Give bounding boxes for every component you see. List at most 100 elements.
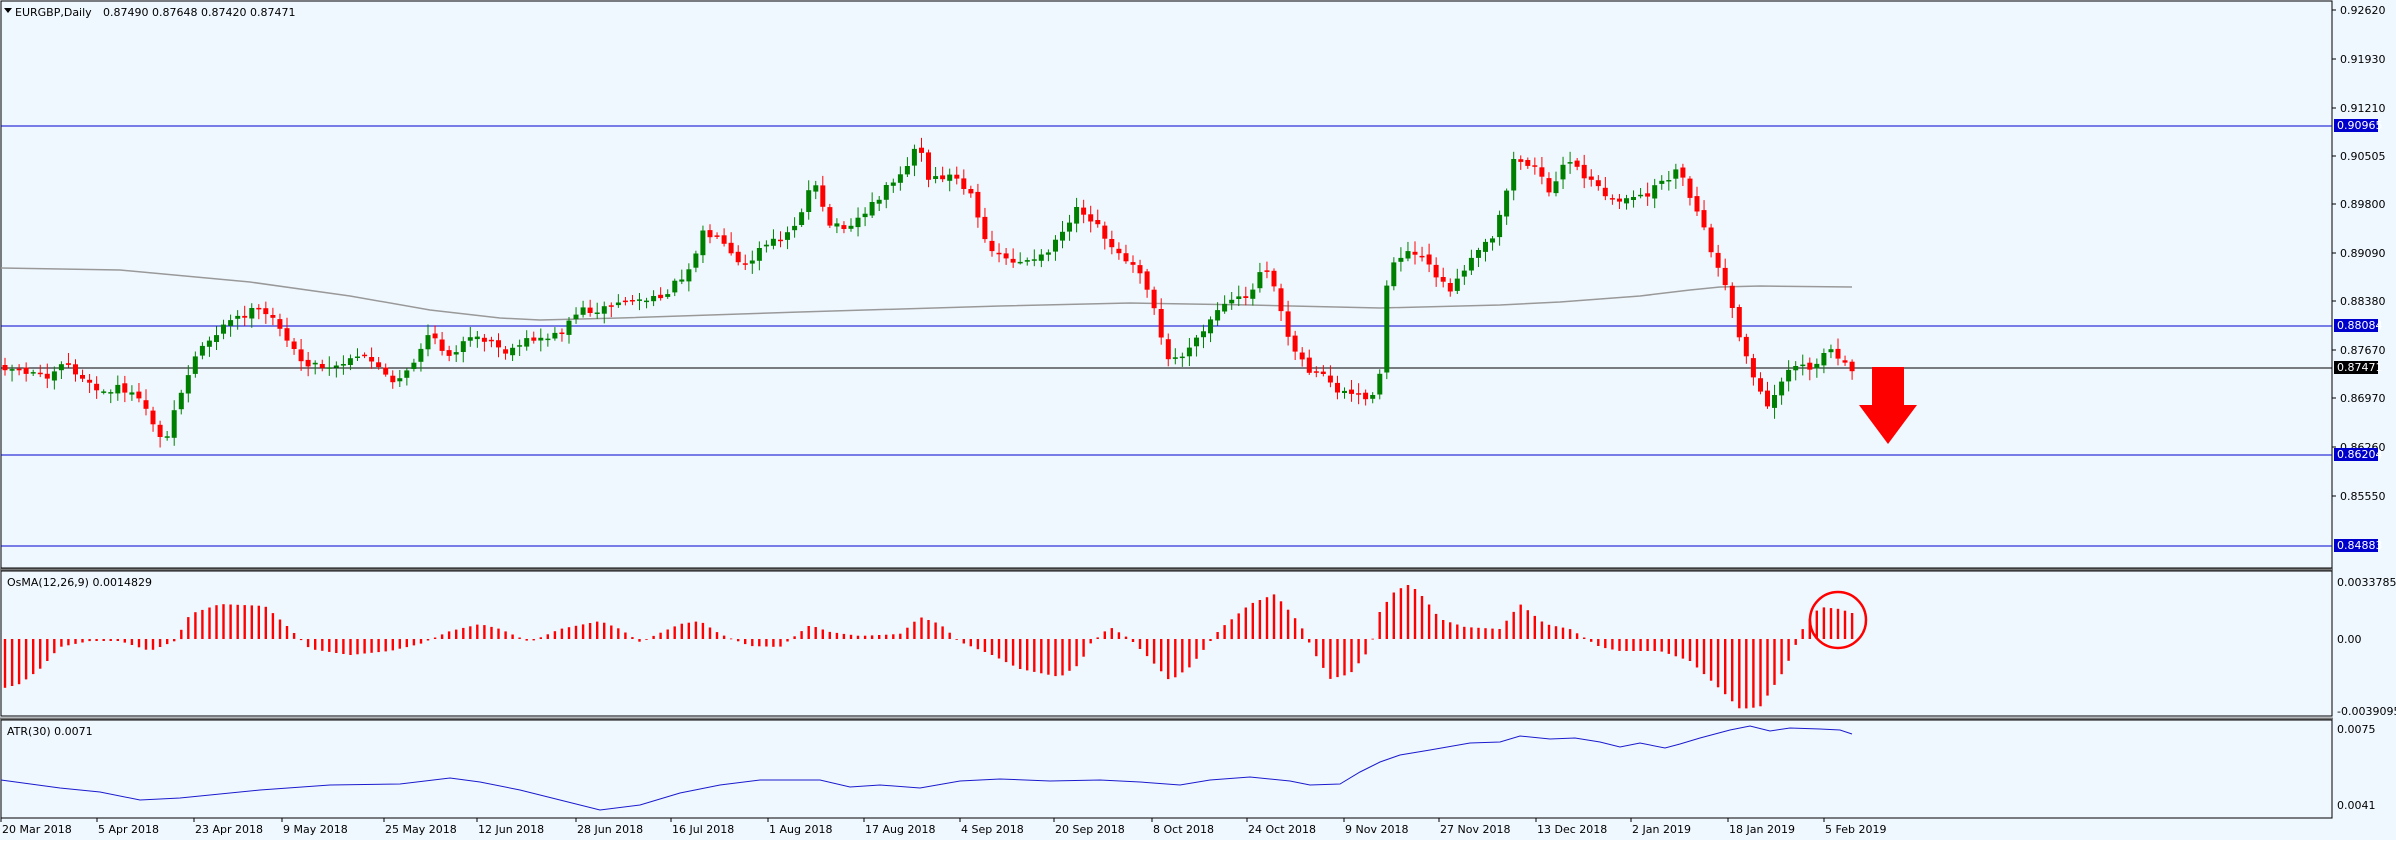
osma-bar (250, 605, 253, 639)
main-price-panel[interactable] (0, 0, 2333, 569)
candle-body (911, 148, 917, 166)
osma-bar (1716, 639, 1720, 688)
candle-body (1779, 381, 1785, 396)
candle-body (1560, 164, 1566, 180)
osma-bar (948, 632, 951, 639)
dropdown-triangle-icon[interactable] (4, 8, 12, 13)
osma-bar (342, 639, 345, 654)
candle-body (101, 391, 107, 393)
osma-bar (610, 625, 613, 639)
osma-bar (60, 639, 63, 647)
candle-body (1102, 225, 1108, 239)
candle-body (947, 174, 953, 181)
candle-body (496, 340, 501, 348)
candle-body (1842, 360, 1848, 363)
osma-bar (525, 639, 528, 641)
symbol-label: EURGBP,Daily (15, 6, 92, 19)
osma-bar (560, 628, 564, 639)
osma-bar (1301, 628, 1304, 639)
osma-bar (1526, 610, 1529, 639)
osma-bar (539, 637, 542, 639)
price-axis-label: 0.91930 (2340, 53, 2386, 66)
osma-bar (1399, 588, 1403, 639)
candle-body (827, 207, 833, 226)
osma-bar (913, 621, 916, 639)
candle-body (1299, 352, 1305, 360)
candle-body (665, 294, 671, 297)
time-axis-label: 1 Aug 2018 (769, 823, 832, 836)
candle-body (552, 332, 558, 339)
level-badge-text: 0.88084 (2337, 319, 2383, 332)
osma-bar (899, 633, 902, 639)
candle-body (749, 260, 755, 264)
candle-body (1553, 181, 1559, 194)
candle-body (714, 235, 720, 237)
osma-bar (1251, 602, 1254, 639)
osma-bar (1547, 624, 1551, 639)
candle-body (340, 364, 346, 366)
candle-body (637, 299, 642, 301)
osma-bar (652, 635, 655, 639)
candle-body (954, 174, 960, 179)
candle-body (23, 367, 29, 374)
candle-body (439, 339, 445, 351)
candle-body (16, 368, 22, 371)
candle-body (594, 312, 600, 314)
candle-body (1186, 347, 1192, 357)
price-axis-label: 0.91210 (2340, 102, 2386, 115)
osma-bar (88, 639, 91, 642)
osma-bar (405, 639, 408, 648)
candle-body (1384, 285, 1390, 373)
highlight-circle (1808, 590, 1868, 650)
candle-body (1722, 267, 1728, 286)
candle-body (1250, 289, 1256, 299)
candle-body (1631, 197, 1636, 200)
osma-bar (1801, 629, 1804, 639)
candle-body (1729, 285, 1735, 308)
horizontal-levels[interactable] (1, 125, 2332, 547)
candle-body (890, 182, 896, 186)
candle-body (1617, 198, 1622, 202)
candle-body (369, 357, 375, 362)
candle-body (171, 410, 177, 438)
osma-panel[interactable] (0, 570, 2333, 717)
candle-body (1708, 227, 1714, 253)
osma-bar (1463, 626, 1466, 639)
osma-bar (1843, 610, 1847, 639)
osma-bar (1702, 639, 1706, 675)
osma-bar (1604, 639, 1607, 649)
candle-body (467, 337, 473, 341)
osma-bar (772, 639, 775, 647)
candle-body (869, 202, 875, 216)
candle-body (503, 349, 509, 354)
candle-body (362, 354, 368, 357)
time-axis-label: 16 Jul 2018 (672, 823, 734, 836)
candle-body (1511, 159, 1517, 191)
candle-body (573, 314, 579, 320)
candle-body (1476, 250, 1481, 258)
moving-average-line (0, 267, 1853, 321)
osma-bar (1019, 639, 1022, 669)
candle-body (1772, 395, 1777, 408)
osma-bar (39, 639, 42, 669)
osma-bar (229, 604, 232, 639)
osma-axis-label: 0.0033785 (2337, 576, 2396, 589)
candle-body (1391, 262, 1397, 287)
candle-body (629, 300, 635, 302)
atr-panel[interactable] (0, 719, 2333, 819)
osma-axis-label: -0.0039095 (2337, 705, 2396, 718)
osma-bar (631, 637, 634, 639)
candle-body (333, 365, 339, 368)
candle-body (1447, 283, 1453, 292)
osma-bar (574, 625, 578, 639)
osma-bar (1780, 639, 1783, 675)
osma-bar (10, 639, 14, 686)
osma-bar (849, 634, 853, 639)
osma-bar (645, 639, 648, 640)
osma-bar (1336, 639, 1339, 678)
candle-body (1828, 349, 1834, 353)
osma-bar (328, 639, 331, 652)
osma-bar (1075, 639, 1078, 667)
